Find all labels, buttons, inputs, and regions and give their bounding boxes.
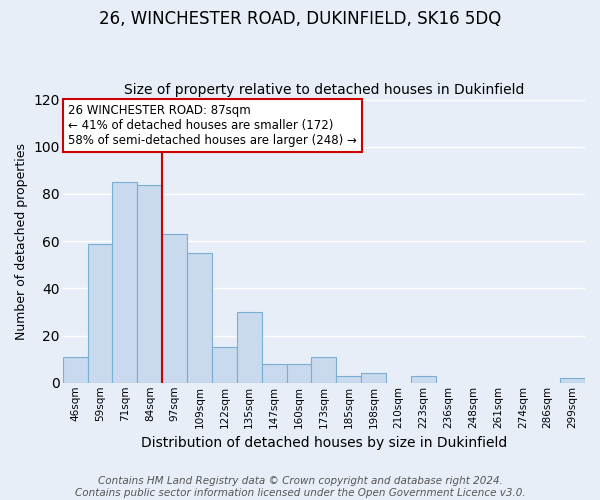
Bar [137,184,162,383]
Bar [262,364,287,383]
Text: Contains HM Land Registry data © Crown copyright and database right 2024.
Contai: Contains HM Land Registry data © Crown c… [74,476,526,498]
Bar [212,348,237,383]
Bar [237,312,262,383]
Bar [361,374,386,383]
Bar [287,364,311,383]
Bar [187,253,212,383]
Bar [112,182,137,383]
Bar [88,244,112,383]
Bar [162,234,187,383]
Bar [336,376,361,383]
Bar [63,357,88,383]
Bar [311,357,336,383]
X-axis label: Distribution of detached houses by size in Dukinfield: Distribution of detached houses by size … [141,436,507,450]
Text: 26 WINCHESTER ROAD: 87sqm
← 41% of detached houses are smaller (172)
58% of semi: 26 WINCHESTER ROAD: 87sqm ← 41% of detac… [68,104,357,147]
Text: 26, WINCHESTER ROAD, DUKINFIELD, SK16 5DQ: 26, WINCHESTER ROAD, DUKINFIELD, SK16 5D… [99,10,501,28]
Bar [411,376,436,383]
Bar [560,378,585,383]
Title: Size of property relative to detached houses in Dukinfield: Size of property relative to detached ho… [124,83,524,97]
Y-axis label: Number of detached properties: Number of detached properties [15,142,28,340]
